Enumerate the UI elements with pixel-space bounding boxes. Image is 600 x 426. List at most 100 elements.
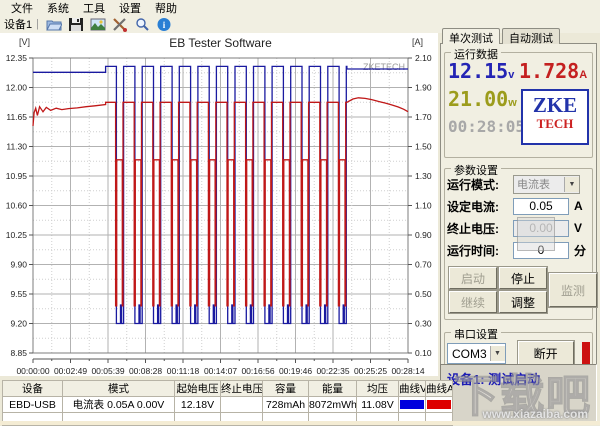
left-axis-tick-label: 9.55: [10, 289, 27, 299]
info-icon[interactable]: i: [156, 17, 172, 32]
table-header: 均压: [356, 380, 399, 397]
image-export-icon[interactable]: [90, 17, 106, 32]
table-header: 设备: [2, 380, 63, 397]
table-cell: 728mAh: [262, 396, 309, 413]
cutoff-voltage-row: 终止电压: 0.00 V: [445, 217, 592, 239]
params-group-label: 参数设置: [451, 162, 501, 178]
voltage-display: 12.15v: [448, 59, 515, 83]
run-time-row: 运行时间: 0 分: [445, 239, 592, 261]
table-header: 终止电压: [220, 380, 263, 397]
continue-button[interactable]: 继续: [448, 290, 498, 314]
right-axis-tick-label: 0.30: [415, 319, 432, 329]
table-cell: [398, 396, 426, 413]
table-header: 曲线V: [398, 380, 426, 397]
tab-single-test[interactable]: 单次测试: [442, 28, 500, 45]
status-text: 设备1: 测试启动: [447, 372, 541, 387]
run-time-unit: 分: [574, 243, 587, 258]
left-axis-tick-label: 10.95: [6, 171, 28, 181]
table-cell: 8072mWh: [308, 396, 357, 413]
serial-row: COM3 ▼ 断开: [445, 337, 592, 372]
menu-item-文件[interactable]: 文件: [11, 2, 33, 15]
zketech-watermark: ZKETECH: [363, 62, 405, 72]
test-curve-chart: EB Tester Software [V] [A] ZKETECH 12.35 2.10…: [6, 36, 432, 376]
table-header: 曲线A: [425, 380, 453, 397]
run-time-label: 运行时间:: [447, 243, 499, 258]
left-axis-tick-label: 10.60: [6, 201, 28, 211]
table-cell: [220, 396, 263, 413]
table-cell: 12.18V: [174, 396, 221, 413]
set-current-label: 设定电流:: [447, 199, 499, 214]
x-axis-tick-label: 00:28:14: [391, 366, 424, 376]
table-header: 容量: [262, 380, 309, 397]
zoom-icon[interactable]: [134, 17, 150, 32]
stop-button[interactable]: 停止: [498, 266, 548, 290]
right-axis-tick-label: 0.10: [415, 348, 432, 358]
test-tabs: 单次测试 自动测试: [442, 28, 562, 45]
cutoff-voltage-field[interactable]: 0.00: [513, 219, 569, 237]
serial-group-label: 串口设置: [451, 326, 501, 342]
table-cell: 电流表 0.05A 0.00V: [62, 396, 175, 413]
right-axis-tick-label: 1.90: [415, 83, 432, 93]
device-summary-table: 设备 模式 起始电压 终止电压 容量 能量 均压 曲线V 曲线A EBD-USB 电流表 0.05A…: [2, 380, 453, 426]
power-display: 21.00w: [448, 87, 517, 111]
right-axis-unit: [A]: [412, 37, 423, 47]
serial-group: 串口设置 COM3 ▼ 断开: [444, 326, 593, 376]
device-toolbar-button[interactable]: 设备1: [4, 19, 33, 31]
run-data-group-label: 运行数据: [451, 46, 501, 62]
left-axis-tick-label: 11.30: [6, 142, 27, 152]
voltage-curve: [33, 65, 408, 325]
set-current-row: 设定电流: 0.05 A: [445, 195, 592, 217]
chart-title: EB Tester Software: [169, 36, 272, 50]
elapsed-time-display: 00:28:05: [448, 117, 526, 136]
set-current-field[interactable]: 0.05: [513, 197, 569, 215]
svg-text:i: i: [163, 20, 166, 30]
params-group: 参数设置 运行模式: 电流表 ▼ 设定电流: 0.05 A 终止电压: 0.00…: [444, 162, 598, 320]
com-port-select[interactable]: COM3 ▼: [447, 343, 506, 364]
digital-displays: 12.15v 1.728A 21.00w 00:28:05 ZKE TECH: [445, 57, 592, 157]
run-time-field[interactable]: 0: [513, 241, 569, 259]
cutoff-voltage-unit: V: [574, 221, 583, 235]
table-header: 起始电压: [174, 380, 221, 397]
right-axis-tick-label: 0.70: [415, 260, 432, 270]
left-axis-tick-label: 8.85: [10, 348, 27, 358]
single-test-page: 运行数据 12.15v 1.728A 21.00w 00:28:05 ZKE T…: [440, 43, 598, 376]
open-folder-icon[interactable]: [46, 17, 63, 32]
cutoff-voltage-label: 终止电压:: [447, 221, 499, 236]
table-row: EBD-USB 电流表 0.05A 0.00V 12.18V 728mAh 8072mW…: [2, 396, 453, 413]
current-curve: [32, 97, 409, 307]
x-axis-tick-label: 00:19:46: [279, 366, 312, 376]
start-button[interactable]: 启动: [448, 266, 498, 290]
left-axis-tick-label: 9.20: [10, 319, 27, 329]
toolbar-separator: |: [36, 18, 39, 30]
run-data-group: 运行数据 12.15v 1.728A 21.00w 00:28:05 ZKE T…: [444, 46, 593, 158]
chevron-down-icon: ▼: [489, 346, 505, 361]
x-axis-tick-label: 00:02:49: [54, 366, 87, 376]
menu-item-帮助[interactable]: 帮助: [155, 2, 177, 15]
left-axis-tick-label: 12.00: [6, 83, 28, 93]
table-header: 能量: [308, 380, 357, 397]
right-panel: 单次测试 自动测试 运行数据 12.15v 1.728A 21.00w 00:2…: [440, 28, 598, 424]
curve-color-swatch: [427, 400, 451, 409]
left-axis-tick-label: 10.25: [6, 230, 28, 240]
table-cell: [425, 396, 453, 413]
run-mode-select[interactable]: 电流表 ▼: [513, 174, 580, 194]
adjust-button[interactable]: 调整: [498, 290, 548, 314]
disconnect-button[interactable]: 断开: [516, 340, 575, 367]
menu-item-系统[interactable]: 系统: [47, 2, 69, 15]
zke-tech-logo: ZKE TECH: [521, 89, 589, 145]
tab-auto-test[interactable]: 自动测试: [502, 28, 560, 45]
save-icon[interactable]: [68, 17, 84, 32]
control-buttons: 启动 停止 继续 调整 监测: [445, 265, 598, 314]
cursor-artifact: [517, 217, 555, 251]
x-axis-tick-label: 00:14:07: [204, 366, 237, 376]
tools-icon[interactable]: [112, 17, 128, 32]
table-cell: EBD-USB: [2, 396, 63, 413]
chart-panel: EB Tester Software [V] [A] ZKETECH 12.35 2.10…: [0, 33, 438, 376]
right-axis-tick-label: 0.90: [415, 230, 432, 240]
monitor-button[interactable]: 监测: [548, 272, 598, 308]
x-axis-tick-label: 00:00:00: [16, 366, 49, 376]
right-axis-tick-label: 1.30: [415, 171, 432, 181]
menu-item-工具[interactable]: 工具: [83, 2, 105, 15]
x-axis-tick-label: 00:16:56: [241, 366, 274, 376]
menu-item-设置[interactable]: 设置: [119, 2, 141, 15]
